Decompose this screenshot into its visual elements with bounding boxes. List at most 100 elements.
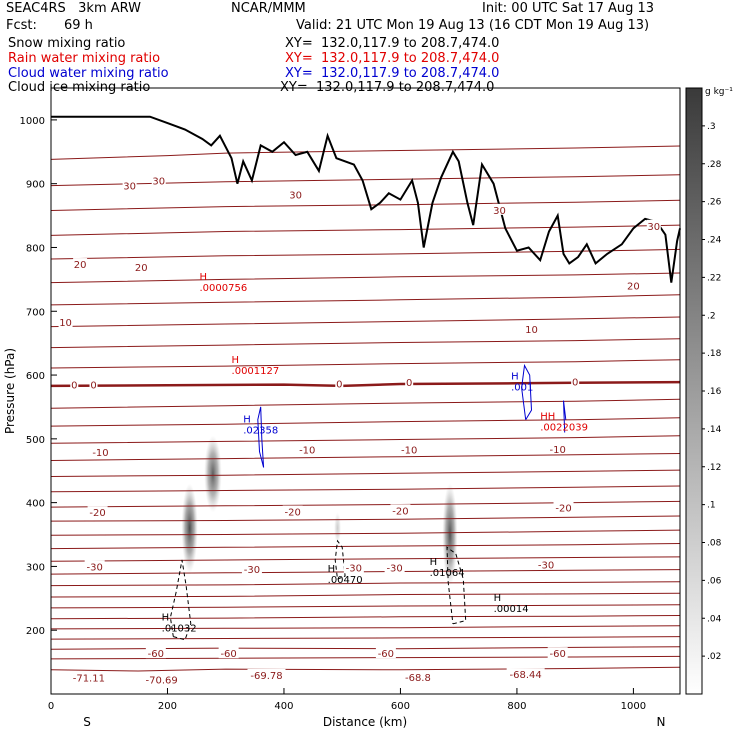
- isotherm-line: [50, 485, 681, 493]
- isotherm-label-bg: [335, 377, 344, 389]
- isotherm-label: -30: [538, 561, 554, 572]
- fcst-label: Fcst:: [6, 18, 37, 33]
- isotherm-label-bg: [247, 668, 286, 680]
- isotherm-label: -30: [386, 564, 402, 575]
- valid-time: Valid: 21 UTC Mon 19 Aug 13 (16 CDT Mon …: [296, 18, 650, 33]
- x-tick-label: 400: [274, 701, 293, 712]
- isotherm-line: [50, 625, 681, 630]
- isotherm-label: -68.8: [405, 673, 431, 684]
- isotherm-label: -30: [87, 562, 103, 573]
- isotherm-label-bg: [553, 501, 574, 513]
- isotherm-label: 30: [647, 222, 660, 233]
- colorbar-tick-label: .3: [707, 122, 716, 132]
- colorbar-tick-label: .24: [707, 236, 722, 246]
- isotherm-line: [50, 666, 681, 672]
- isotherm-label: -10: [92, 448, 108, 459]
- cloud-water-contour: [563, 400, 567, 433]
- isotherm-label: 0: [71, 381, 77, 392]
- x-tick-label: 200: [158, 701, 177, 712]
- colorbar-unit: g kg⁻¹: [705, 87, 733, 97]
- isotherm-line: [50, 248, 681, 260]
- isotherm-label: 10: [525, 325, 538, 336]
- snow-contour: [169, 559, 192, 641]
- isotherm-line: [50, 655, 681, 660]
- extremum-mark: H: [511, 372, 519, 383]
- plot-frame: [50, 87, 681, 695]
- isotherm-label: -30: [346, 564, 362, 575]
- end-label-right: N: [657, 715, 666, 729]
- isotherm-label: 20: [135, 263, 148, 274]
- isotherm-label-bg: [58, 316, 73, 328]
- isotherm-label: 0: [90, 381, 96, 392]
- isotherm-label-bg: [547, 647, 568, 659]
- isotherm-line: [50, 417, 681, 427]
- extremum-mark: H: [430, 557, 438, 568]
- colorbar-tick-label: .2: [707, 311, 716, 321]
- colorbar-tick-label: .08: [707, 539, 722, 549]
- isotherm-label: 30: [152, 176, 165, 187]
- isotherm-label-bg: [375, 647, 396, 659]
- colorbar-tick-label: .28: [707, 160, 722, 170]
- isotherm-line: [50, 581, 681, 587]
- colorbar-tick-label: .04: [707, 614, 722, 624]
- isotherm-label-bg: [122, 179, 137, 191]
- colorbar-tick-label: .26: [707, 198, 722, 208]
- x-tick-label: 0: [48, 701, 54, 712]
- y-tick-label: 900: [26, 180, 45, 191]
- isotherm-label: 0: [572, 377, 578, 388]
- colorbar-tick-label: .22: [707, 273, 721, 283]
- isotherm-label: 30: [289, 191, 302, 202]
- isotherm-line: [50, 224, 681, 236]
- x-axis-label: Distance (km): [323, 715, 407, 729]
- isotherm-line: [50, 615, 681, 620]
- extremum-value: .01064: [430, 568, 465, 579]
- cloud-water-contour: [521, 363, 533, 420]
- extremum-value: .01032: [162, 624, 197, 635]
- isotherm-line: [50, 515, 681, 522]
- colorbar-tick-label: .14: [707, 425, 722, 435]
- isotherm-line: [50, 398, 681, 409]
- isotherm-label-bg: [70, 378, 79, 390]
- y-tick-label: 1000: [20, 116, 45, 127]
- x-tick-label: 800: [507, 701, 526, 712]
- extremum-value: .02358: [243, 425, 278, 436]
- colorbar-tick-label: .18: [707, 349, 722, 359]
- isotherm-label-bg: [87, 506, 108, 518]
- isotherm-label: -20: [392, 506, 408, 517]
- isotherm-label: -60: [220, 649, 236, 660]
- isotherm-label: 0: [336, 379, 342, 390]
- isotherm-label: -69.78: [250, 671, 282, 682]
- isotherm-label-bg: [282, 505, 303, 517]
- cloud-ice-shading: [181, 483, 198, 573]
- isotherm-label-bg: [547, 443, 568, 455]
- isotherm-label-bg: [401, 670, 434, 682]
- extremum-value: .00470: [328, 575, 363, 586]
- y-tick-label: 600: [26, 371, 45, 382]
- isotherm-label-bg: [399, 443, 420, 455]
- fcst-value: 69 h: [64, 18, 93, 33]
- isotherm-label-bg: [89, 378, 98, 390]
- isotherm-label: -68.44: [510, 670, 542, 681]
- extremum-value: .001: [511, 383, 533, 394]
- extremum-mark: H: [243, 414, 251, 425]
- isotherm-label-bg: [492, 203, 507, 215]
- isotherm-label: 10: [59, 318, 72, 329]
- legend-rain-xy: XY= 132.0,117.9 to 208.7,474.0: [285, 51, 500, 66]
- init-time: Init: 00 UTC Sat 17 Aug 13: [482, 1, 655, 16]
- cloud-ice-shading: [442, 483, 458, 586]
- isotherm-line: [50, 469, 681, 477]
- colorbar-tick-label: .02: [707, 652, 721, 662]
- y-tick-label: 700: [26, 307, 45, 318]
- terrain-line: [51, 115, 681, 283]
- isotherm-line: [50, 604, 681, 609]
- isotherm-label-bg: [571, 375, 580, 387]
- isotherm-label: 30: [493, 206, 506, 217]
- isotherm-label: 30: [123, 182, 136, 193]
- isotherm-label-bg: [218, 647, 239, 659]
- cloud-water-contour: [257, 406, 265, 468]
- isotherm-label-bg: [69, 671, 108, 683]
- isotherm-label: -70.69: [146, 675, 178, 686]
- y-tick-label: 200: [26, 626, 45, 637]
- isotherm-label: -20: [555, 504, 571, 515]
- y-tick-label: 300: [26, 562, 45, 573]
